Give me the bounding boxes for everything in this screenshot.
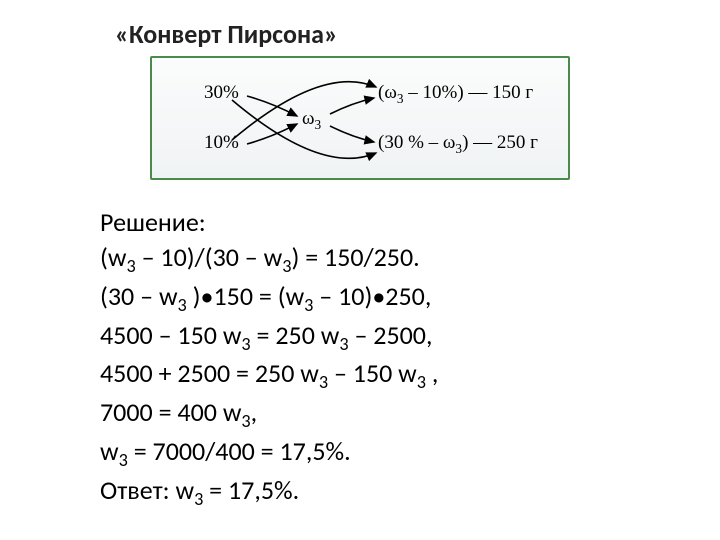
solution-line-5: 7000 = 400 w3,: [100, 395, 438, 434]
solution-heading: Решение:: [100, 205, 438, 240]
pearson-envelope-diagram: 30% 10% ω3 (ω3 – 10%) — 150 г (30 % – ω3…: [150, 56, 570, 180]
diagram-right-bottom: (30 % – ω3) — 250 г: [378, 132, 538, 157]
solution-line-6: w3 = 7000/400 = 17,5%.: [100, 434, 438, 473]
page-title: «Конверт Пирсона»: [115, 18, 338, 50]
solution-line-4: 4500 + 2500 = 250 w3 – 150 w3 ,: [100, 356, 438, 395]
solution-line-2: (30 – w3 )•150 = (w3 – 10)•250,: [100, 279, 438, 318]
diagram-left-bottom: 10%: [204, 132, 239, 154]
solution-block: Решение: (w3 – 10)/(30 – w3) = 150/250. …: [100, 205, 438, 511]
diagram-left-top: 30%: [204, 82, 239, 104]
diagram-center: ω3: [302, 108, 321, 133]
solution-line-3: 4500 – 150 w3 = 250 w3 – 2500,: [100, 318, 438, 357]
solution-line-7: Ответ: w3 = 17,5%.: [100, 473, 438, 512]
diagram-right-top: (ω3 – 10%) — 150 г: [378, 82, 533, 107]
diagram-arrows: [152, 58, 572, 182]
solution-line-1: (w3 – 10)/(30 – w3) = 150/250.: [100, 240, 438, 279]
